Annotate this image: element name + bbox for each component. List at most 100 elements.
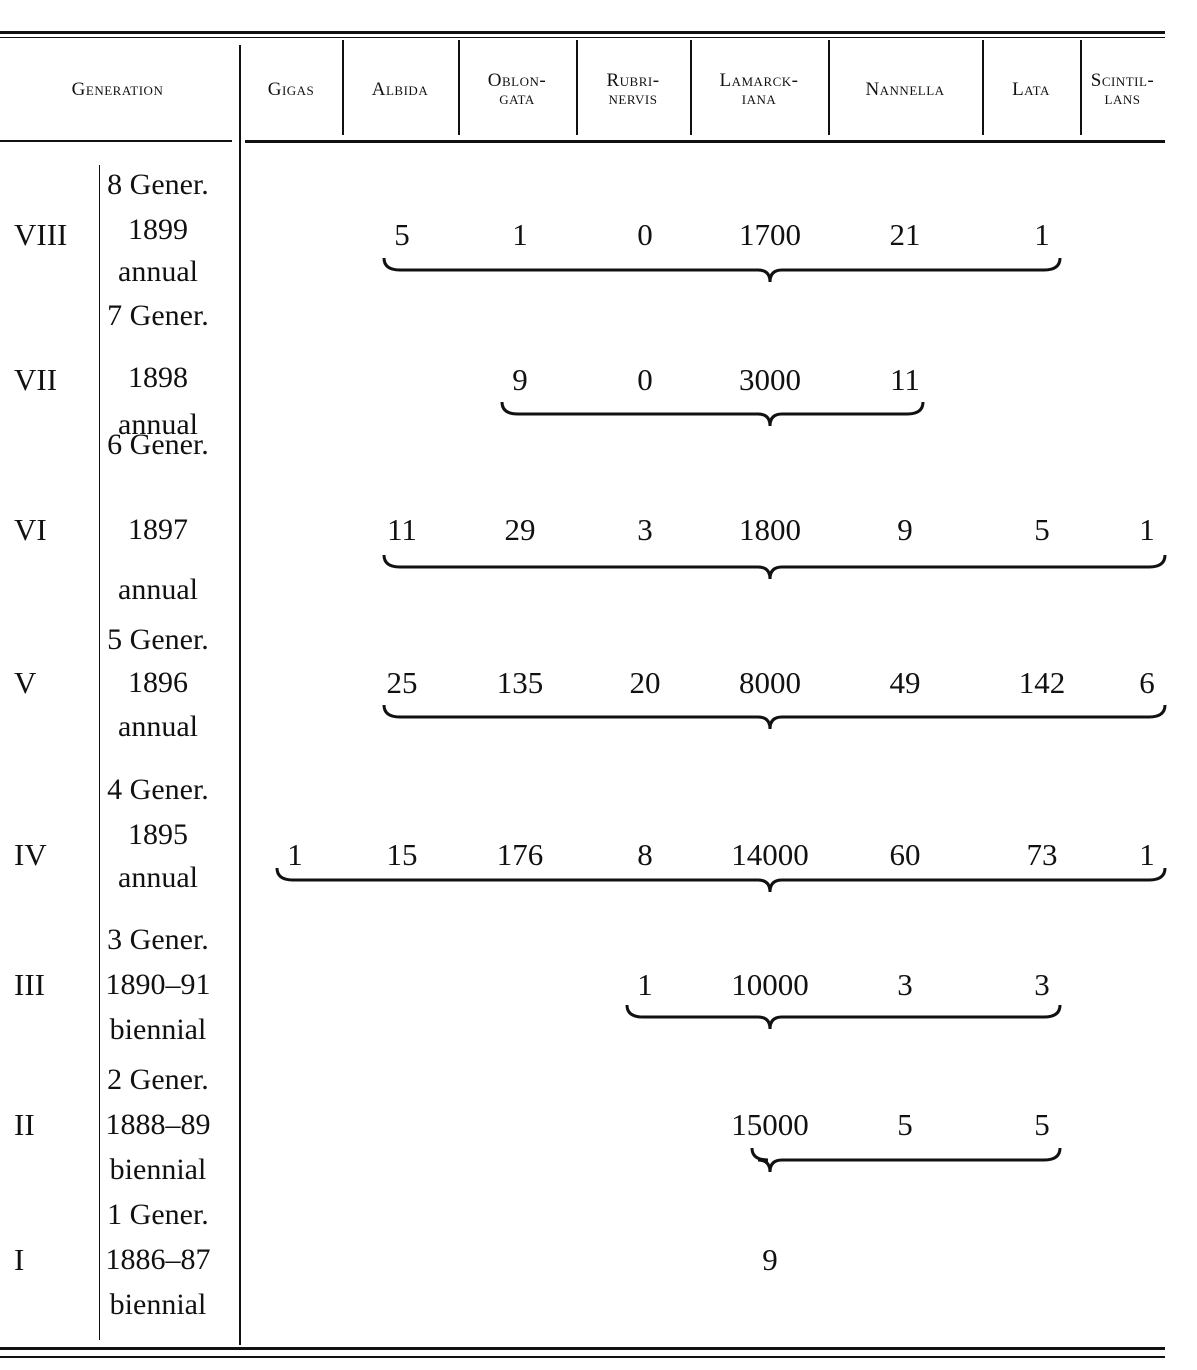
- value-scintillans: 6: [1139, 665, 1155, 700]
- generation-roman: IV: [14, 837, 47, 872]
- generation-detail: 8 Gener.: [107, 168, 209, 201]
- value-albida: 25: [386, 665, 418, 700]
- generation-detail: 4 Gener.: [107, 773, 209, 806]
- value-oblongata: 176: [496, 837, 544, 872]
- generation-detail: 1896: [128, 666, 188, 699]
- header-oblongata: Oblon- gata: [487, 70, 547, 109]
- generation-detail: biennial: [109, 1013, 207, 1046]
- value-lamarckiana: 3000: [739, 362, 801, 397]
- value-lamarckiana: 1800: [739, 512, 801, 547]
- generation-detail: annual: [118, 255, 198, 288]
- header-gigas: Gigas: [267, 79, 315, 100]
- generation-detail: 2 Gener.: [107, 1063, 209, 1096]
- value-lamarckiana: 15000: [731, 1107, 809, 1142]
- column-divider: [342, 40, 344, 135]
- generation-detail: annual: [118, 408, 198, 441]
- grouping-brace: [625, 1004, 1062, 1030]
- bottom-rule-thin: [0, 1356, 1165, 1358]
- generation-detail: 3 Gener.: [107, 923, 209, 956]
- generation-roman: VII: [14, 362, 58, 397]
- value-oblongata: 9: [512, 362, 528, 397]
- value-nannella: 21: [889, 217, 921, 252]
- value-oblongata: 1: [512, 217, 528, 252]
- value-nannella: 3: [897, 967, 913, 1002]
- generation-roman: VIII: [14, 217, 68, 252]
- value-rubrinervis: 0: [637, 362, 653, 397]
- value-albida: 15: [386, 837, 418, 872]
- generation-detail: 6 Gener.: [107, 428, 209, 461]
- grouping-brace: [382, 704, 1167, 730]
- column-divider: [828, 40, 830, 135]
- column-divider: [982, 40, 984, 135]
- generation-roman: V: [14, 665, 37, 700]
- value-nannella: 5: [897, 1107, 913, 1142]
- generation-detail: 1898: [128, 361, 188, 394]
- value-gigas: 1: [287, 837, 303, 872]
- column-divider: [690, 40, 692, 135]
- value-lamarckiana: 10000: [731, 967, 809, 1002]
- generation-detail: 5 Gener.: [107, 623, 209, 656]
- value-albida: 5: [394, 217, 410, 252]
- value-lata: 5: [1034, 512, 1050, 547]
- value-lamarckiana: 9: [762, 1242, 778, 1277]
- header-scintillans: Scintil- lans: [1090, 70, 1155, 109]
- grouping-brace: [275, 867, 1167, 893]
- header-albida: Albida: [371, 79, 429, 100]
- generation-detail: 1890–91: [105, 968, 211, 1001]
- value-lamarckiana: 1700: [739, 217, 801, 252]
- grouping-brace: [750, 1147, 1062, 1173]
- header-rubrinervis: Rubri- nervis: [606, 70, 660, 109]
- header-generation: Generation: [71, 79, 164, 100]
- value-lata: 73: [1026, 837, 1058, 872]
- generation-detail: 1888–89: [105, 1108, 211, 1141]
- generation-inner-divider: [99, 165, 100, 1340]
- value-lata: 3: [1034, 967, 1050, 1002]
- header-rule-right: [245, 140, 1165, 143]
- generation-roman: II: [14, 1107, 35, 1142]
- value-rubrinervis: 1: [637, 967, 653, 1002]
- top-rule-thin: [0, 37, 1165, 38]
- generation-detail: 7 Gener.: [107, 299, 209, 332]
- grouping-brace: [382, 257, 1062, 283]
- value-rubrinervis: 3: [637, 512, 653, 547]
- column-divider: [458, 40, 460, 135]
- value-lata: 5: [1034, 1107, 1050, 1142]
- value-rubrinervis: 20: [629, 665, 661, 700]
- value-oblongata: 135: [496, 665, 544, 700]
- grouping-brace: [382, 554, 1167, 580]
- generation-detail: 1897: [128, 513, 188, 546]
- value-lata: 142: [1018, 665, 1066, 700]
- value-lamarckiana: 14000: [731, 837, 809, 872]
- generation-detail: 1886–87: [105, 1243, 211, 1276]
- generation-detail: biennial: [109, 1288, 207, 1321]
- generation-divider: [239, 45, 241, 1345]
- generation-detail: annual: [118, 861, 198, 894]
- grouping-brace: [500, 401, 925, 427]
- generation-detail: 1 Gener.: [107, 1198, 209, 1231]
- generation-detail: biennial: [109, 1153, 207, 1186]
- generation-detail: 1895: [128, 818, 188, 851]
- bottom-rule: [0, 1347, 1165, 1350]
- value-lamarckiana: 8000: [739, 665, 801, 700]
- generation-detail: annual: [118, 573, 198, 606]
- generation-detail: annual: [118, 710, 198, 743]
- value-nannella: 60: [889, 837, 921, 872]
- value-scintillans: 1: [1139, 837, 1155, 872]
- header-rule-left: [0, 140, 232, 142]
- header-lamarckiana: Lamarck- iana: [719, 70, 799, 109]
- value-scintillans: 1: [1139, 512, 1155, 547]
- value-rubrinervis: 0: [637, 217, 653, 252]
- header-lata: Lata: [1012, 79, 1050, 100]
- value-rubrinervis: 8: [637, 837, 653, 872]
- value-oblongata: 29: [504, 512, 536, 547]
- generation-roman: I: [14, 1242, 25, 1277]
- generation-roman: VI: [14, 512, 47, 547]
- value-nannella: 11: [890, 362, 920, 397]
- value-lata: 1: [1034, 217, 1050, 252]
- column-divider: [1080, 40, 1082, 135]
- column-divider: [576, 40, 578, 135]
- generation-roman: III: [14, 967, 45, 1002]
- top-rule: [0, 31, 1165, 34]
